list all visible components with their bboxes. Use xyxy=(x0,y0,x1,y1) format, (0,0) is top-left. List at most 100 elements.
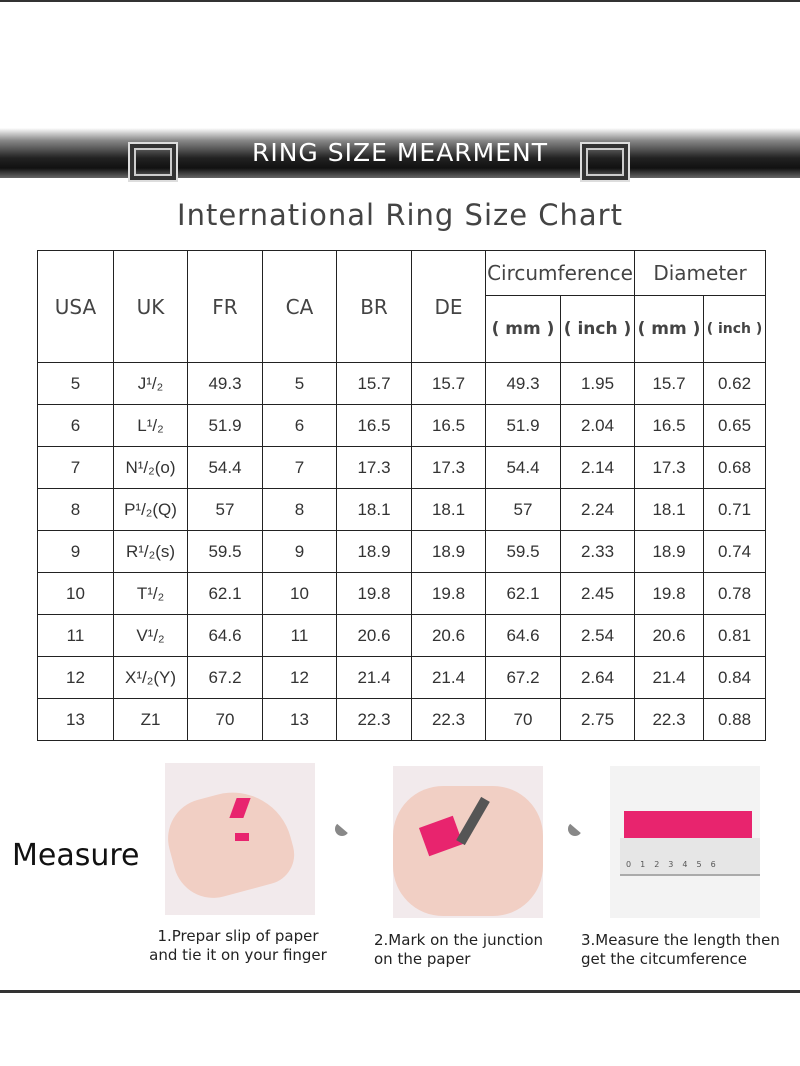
subheader-diam-mm: ( mm ) xyxy=(634,295,704,363)
table-cell: 20.6 xyxy=(336,614,412,657)
arrow-icon xyxy=(335,822,349,846)
table-cell: 64.6 xyxy=(485,614,561,657)
table-cell: 18.1 xyxy=(336,488,412,531)
table-row: 7 N¹/₂(o) 54.4 7 17.3 17.3 54.4 2.14 17.3 0.68 xyxy=(37,446,766,489)
table-cell: 70 xyxy=(187,698,263,741)
caption-line: on the paper xyxy=(374,950,471,968)
table-cell: 19.8 xyxy=(411,572,486,615)
table-cell: 10 xyxy=(262,572,337,615)
table-row: 6 L¹/₂ 51.9 6 16.5 16.5 51.9 2.04 16.5 0.65 xyxy=(37,404,766,447)
measure-label: Measure xyxy=(12,838,140,873)
banner: RING SIZE MEARMENT xyxy=(0,128,800,182)
arrow-icon xyxy=(568,822,582,846)
table-cell: 64.6 xyxy=(187,614,263,657)
square-icon xyxy=(128,142,178,182)
table-cell: 16.5 xyxy=(336,404,412,447)
step1-caption: 1.Prepar slip of paper and tie it on you… xyxy=(141,927,335,965)
step3-image: 0123456 xyxy=(610,766,760,918)
table-cell: 9 xyxy=(262,530,337,573)
table-cell: 49.3 xyxy=(485,362,561,405)
table-cell: 51.9 xyxy=(485,404,561,447)
header-ca: CA xyxy=(262,250,337,363)
subheader-diam-inch: ( inch ) xyxy=(703,295,766,363)
square-icon xyxy=(580,142,630,182)
table-cell: 15.7 xyxy=(634,362,704,405)
table-cell: 16.5 xyxy=(634,404,704,447)
table-cell: 22.3 xyxy=(411,698,486,741)
table-cell: 7 xyxy=(37,446,114,489)
table-cell: 51.9 xyxy=(187,404,263,447)
step3-caption: 3.Measure the length then get the citcum… xyxy=(581,931,780,969)
table-cell: V¹/₂ xyxy=(113,614,188,657)
table-cell: 54.4 xyxy=(485,446,561,489)
table-cell: 21.4 xyxy=(634,656,704,699)
table-cell: 10 xyxy=(37,572,114,615)
caption-line: 3.Measure the length then xyxy=(581,931,780,949)
step1-image xyxy=(165,763,315,915)
table-cell: 11 xyxy=(262,614,337,657)
header-usa: USA xyxy=(37,250,114,363)
ruler-number: 4 xyxy=(682,860,697,869)
table-cell: 57 xyxy=(485,488,561,531)
table-cell: 49.3 xyxy=(187,362,263,405)
table-row: 11 V¹/₂ 64.6 11 20.6 20.6 64.6 2.54 20.6 0.81 xyxy=(37,614,766,657)
table-cell: 13 xyxy=(37,698,114,741)
table-cell: 0.84 xyxy=(703,656,766,699)
caption-line: get the citcumference xyxy=(581,950,748,968)
table-cell: X¹/₂(Y) xyxy=(113,656,188,699)
table-cell: 62.1 xyxy=(485,572,561,615)
table-cell: 20.6 xyxy=(411,614,486,657)
table-cell: R¹/₂(s) xyxy=(113,530,188,573)
header-uk: UK xyxy=(113,250,188,363)
table-cell: J¹/₂ xyxy=(113,362,188,405)
bottom-border xyxy=(0,990,800,993)
table-cell: Z1 xyxy=(113,698,188,741)
top-border xyxy=(0,0,800,2)
table-cell: 18.9 xyxy=(411,530,486,573)
table-cell: 2.75 xyxy=(560,698,635,741)
table-cell: 5 xyxy=(262,362,337,405)
table-cell: 2.45 xyxy=(560,572,635,615)
ruler-number: 3 xyxy=(668,860,683,869)
header-fr: FR xyxy=(187,250,263,363)
header-de: DE xyxy=(411,250,486,363)
table-cell: 12 xyxy=(262,656,337,699)
ruler-number: 0 xyxy=(626,860,641,869)
table-cell: 59.5 xyxy=(187,530,263,573)
table-cell: 17.3 xyxy=(634,446,704,489)
table-cell: 1.95 xyxy=(560,362,635,405)
table-cell: 19.8 xyxy=(634,572,704,615)
table-cell: 7 xyxy=(262,446,337,489)
ruler-number: 6 xyxy=(710,860,725,869)
ruler-number: 5 xyxy=(696,860,711,869)
table-cell: 57 xyxy=(187,488,263,531)
ruler: 0123456 xyxy=(620,838,760,876)
table-cell: 13 xyxy=(262,698,337,741)
chart-title: International Ring Size Chart xyxy=(177,198,623,232)
table-cell: 0.81 xyxy=(703,614,766,657)
step2-caption: 2.Mark on the junction on the paper xyxy=(374,931,543,969)
caption-line: 2.Mark on the junction xyxy=(374,931,544,949)
ring-size-table: USA UK FR CA BR DE Circumference Diamete… xyxy=(37,250,766,741)
table-cell: P¹/₂(Q) xyxy=(113,488,188,531)
subheader-circ-mm: ( mm ) xyxy=(485,295,561,363)
table-cell: 0.62 xyxy=(703,362,766,405)
table-cell: 59.5 xyxy=(485,530,561,573)
header-circumference: Circumference xyxy=(485,250,635,296)
table-cell: N¹/₂(o) xyxy=(113,446,188,489)
banner-title: RING SIZE MEARMENT xyxy=(251,138,549,167)
table-cell: L¹/₂ xyxy=(113,404,188,447)
table-cell: 0.68 xyxy=(703,446,766,489)
table-cell: 5 xyxy=(37,362,114,405)
table-cell: 6 xyxy=(262,404,337,447)
header-diameter: Diameter xyxy=(634,250,766,296)
table-cell: 18.1 xyxy=(634,488,704,531)
table-cell: 2.14 xyxy=(560,446,635,489)
table-cell: 0.78 xyxy=(703,572,766,615)
table-row: 9 R¹/₂(s) 59.5 9 18.9 18.9 59.5 2.33 18.9 0.74 xyxy=(37,530,766,573)
table-cell: 8 xyxy=(37,488,114,531)
table-cell: 17.3 xyxy=(411,446,486,489)
table-cell: 0.88 xyxy=(703,698,766,741)
table-cell: T¹/₂ xyxy=(113,572,188,615)
table-cell: 54.4 xyxy=(187,446,263,489)
